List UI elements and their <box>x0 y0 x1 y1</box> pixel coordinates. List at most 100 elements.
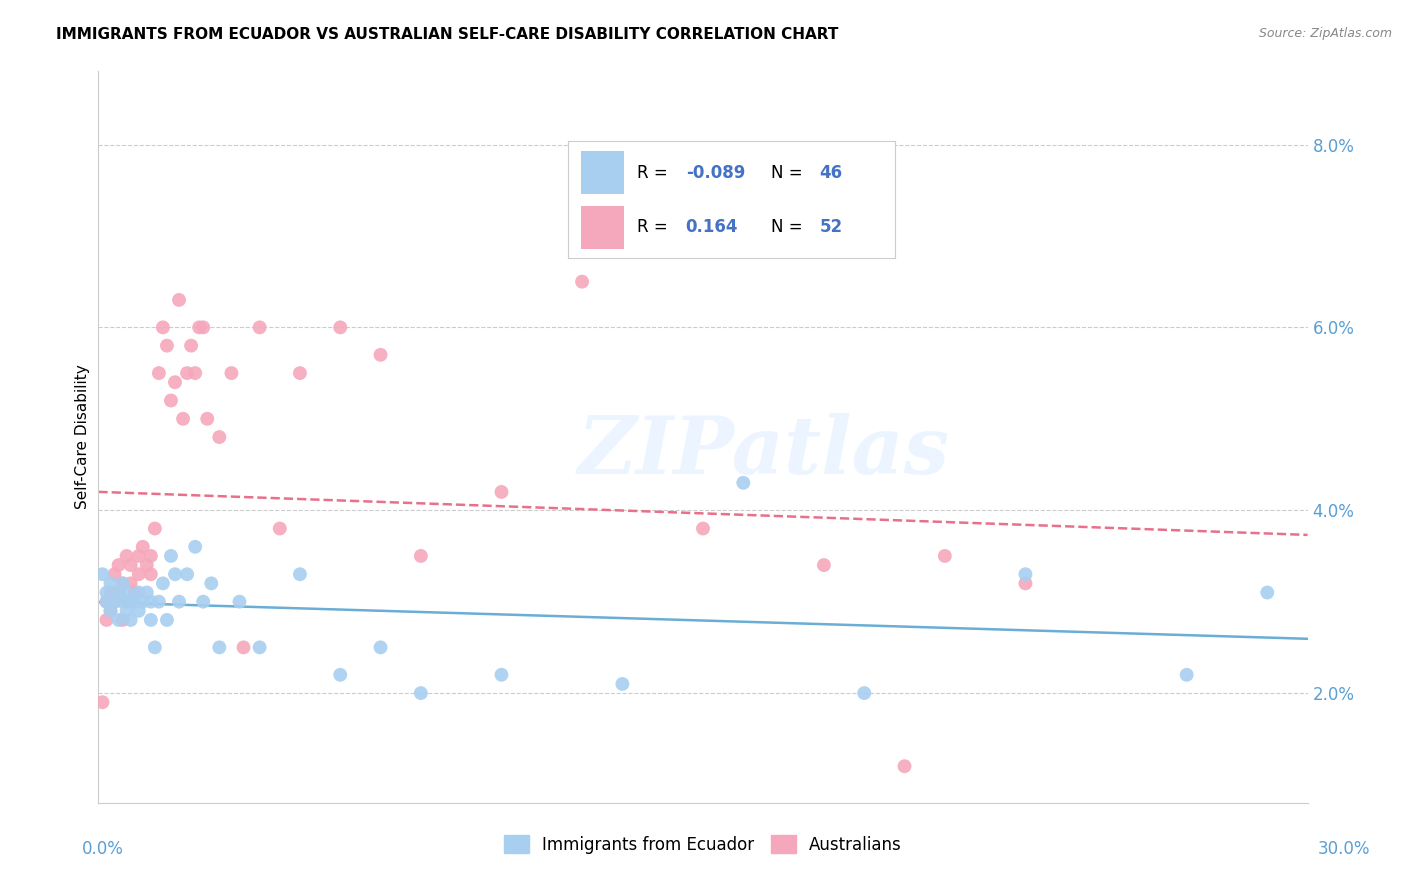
Point <box>115 549 138 563</box>
Point <box>934 549 956 563</box>
Point <box>409 549 432 563</box>
Point <box>195 412 218 426</box>
Point <box>96 594 118 608</box>
Point <box>329 667 352 682</box>
Text: IMMIGRANTS FROM ECUADOR VS AUSTRALIAN SELF-CARE DISABILITY CORRELATION CHART: IMMIGRANTS FROM ECUADOR VS AUSTRALIAN SE… <box>56 27 838 42</box>
Point <box>176 567 198 582</box>
Point <box>612 677 634 691</box>
Legend: Immigrants from Ecuador, Australians: Immigrants from Ecuador, Australians <box>498 829 908 860</box>
Point <box>111 594 134 608</box>
Point <box>96 613 118 627</box>
Point <box>111 576 134 591</box>
Point <box>100 576 122 591</box>
Point <box>128 549 150 563</box>
Point <box>139 549 162 563</box>
Point <box>139 613 162 627</box>
Text: N =: N = <box>770 164 803 182</box>
Point <box>152 576 174 591</box>
Point <box>221 366 243 380</box>
Point <box>111 576 134 591</box>
Point <box>208 430 231 444</box>
Point <box>893 759 915 773</box>
FancyBboxPatch shape <box>581 151 624 194</box>
Point <box>143 640 166 655</box>
Point <box>184 366 207 380</box>
Point <box>96 594 118 608</box>
Point <box>269 521 291 535</box>
Point <box>120 558 142 573</box>
Point <box>128 585 150 599</box>
Point <box>132 594 155 608</box>
Text: 46: 46 <box>820 164 842 182</box>
Point <box>128 604 150 618</box>
Point <box>853 686 876 700</box>
Point <box>115 594 138 608</box>
Point <box>128 567 150 582</box>
Point <box>91 567 114 582</box>
FancyBboxPatch shape <box>581 205 624 249</box>
Point <box>100 585 122 599</box>
Text: Source: ZipAtlas.com: Source: ZipAtlas.com <box>1258 27 1392 40</box>
Point <box>288 366 311 380</box>
Point <box>139 594 162 608</box>
Text: 0.0%: 0.0% <box>82 840 124 858</box>
Point <box>172 412 194 426</box>
Point <box>163 375 186 389</box>
Text: R =: R = <box>637 164 668 182</box>
Point <box>148 594 170 608</box>
Point <box>176 366 198 380</box>
Point <box>370 348 392 362</box>
Point <box>148 366 170 380</box>
Point <box>409 686 432 700</box>
Point <box>167 594 190 608</box>
Point <box>733 475 755 490</box>
Point <box>124 594 146 608</box>
Point <box>107 585 129 599</box>
Point <box>120 576 142 591</box>
Text: ZIPatlas: ZIPatlas <box>578 413 949 491</box>
Point <box>1014 567 1036 582</box>
Point <box>115 604 138 618</box>
Point <box>103 594 125 608</box>
Point <box>571 275 593 289</box>
Point <box>1175 667 1198 682</box>
Point <box>160 393 183 408</box>
Text: 0.164: 0.164 <box>686 218 738 235</box>
Text: 52: 52 <box>820 218 842 235</box>
Point <box>1014 576 1036 591</box>
Text: N =: N = <box>770 218 803 235</box>
Point <box>249 640 271 655</box>
Point <box>232 640 254 655</box>
Text: R =: R = <box>637 218 668 235</box>
Point <box>813 558 835 573</box>
Point <box>188 320 211 334</box>
Point <box>163 567 186 582</box>
Point <box>132 540 155 554</box>
Point <box>107 558 129 573</box>
Point <box>193 320 215 334</box>
Point <box>139 567 162 582</box>
Point <box>288 567 311 582</box>
Point <box>100 604 122 618</box>
Point <box>120 594 142 608</box>
Point <box>152 320 174 334</box>
Point <box>124 585 146 599</box>
Text: 30.0%: 30.0% <box>1317 840 1371 858</box>
Point <box>160 549 183 563</box>
Point <box>156 613 179 627</box>
Point <box>200 576 222 591</box>
Point <box>96 585 118 599</box>
Point <box>103 567 125 582</box>
Point <box>329 320 352 334</box>
Point <box>167 293 190 307</box>
Point <box>249 320 271 334</box>
Point <box>184 540 207 554</box>
Point <box>135 558 157 573</box>
Y-axis label: Self-Care Disability: Self-Care Disability <box>75 365 90 509</box>
Point <box>111 613 134 627</box>
Point <box>100 604 122 618</box>
Point <box>156 338 179 352</box>
Point <box>491 667 513 682</box>
Point <box>1256 585 1278 599</box>
Point <box>103 594 125 608</box>
